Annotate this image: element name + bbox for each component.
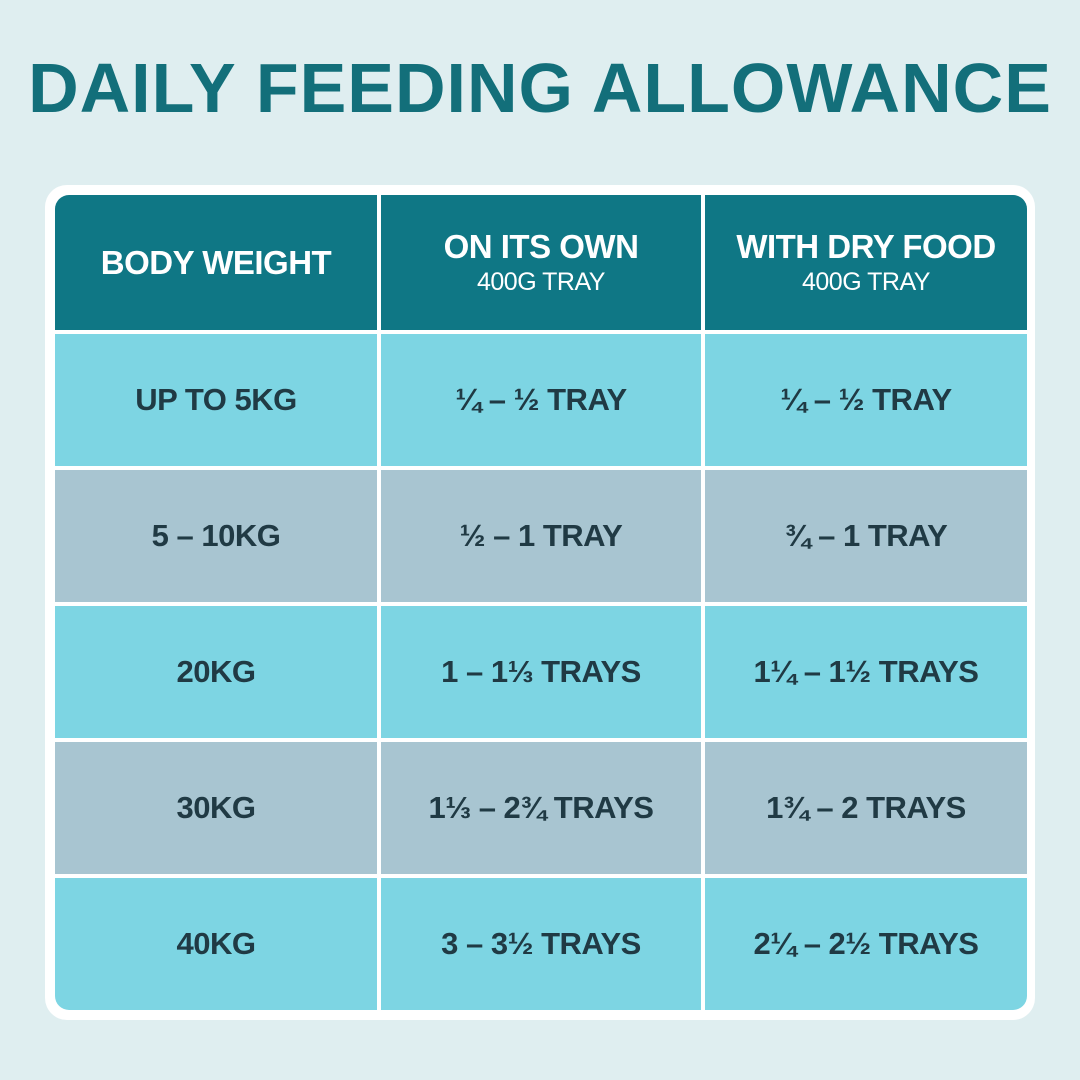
table-cell: 30KG <box>55 742 377 874</box>
header-cell: BODY WEIGHT <box>55 195 377 330</box>
table-cell: 1¾ – 2 TRAYS <box>705 742 1027 874</box>
table: BODY WEIGHT ON ITS OWN 400G TRAY WITH DRY F… <box>55 195 1027 1010</box>
header-subtitle: 400G TRAY <box>477 268 605 296</box>
table-cell: UP TO 5KG <box>55 334 377 466</box>
table-cell: 40KG <box>55 878 377 1010</box>
table-cell: ¾ – 1 TRAY <box>705 470 1027 602</box>
header-cell: WITH DRY FOOD 400G TRAY <box>705 195 1027 330</box>
table-cell: 1⅓ – 2¾ TRAYS <box>381 742 701 874</box>
header-title: ON ITS OWN <box>443 228 639 265</box>
table-cell: ¼ – ½ TRAY <box>381 334 701 466</box>
table-cell: ½ – 1 TRAY <box>381 470 701 602</box>
header-cell: ON ITS OWN 400G TRAY <box>381 195 701 330</box>
table-cell: 1¼ – 1½ TRAYS <box>705 606 1027 738</box>
table-cell: 3 – 3½ TRAYS <box>381 878 701 1010</box>
table-cell: ¼ – ½ TRAY <box>705 334 1027 466</box>
header-title: WITH DRY FOOD <box>736 228 996 265</box>
table-cell: 1 – 1⅓ TRAYS <box>381 606 701 738</box>
table-cell: 20KG <box>55 606 377 738</box>
title: DAILY FEEDING ALLOWANCE <box>28 49 1052 127</box>
table-cell: 2¼ – 2½ TRAYS <box>705 878 1027 1010</box>
table-cell: 5 – 10KG <box>55 470 377 602</box>
header-subtitle: 400G TRAY <box>802 268 930 296</box>
header-title: BODY WEIGHT <box>100 243 332 281</box>
